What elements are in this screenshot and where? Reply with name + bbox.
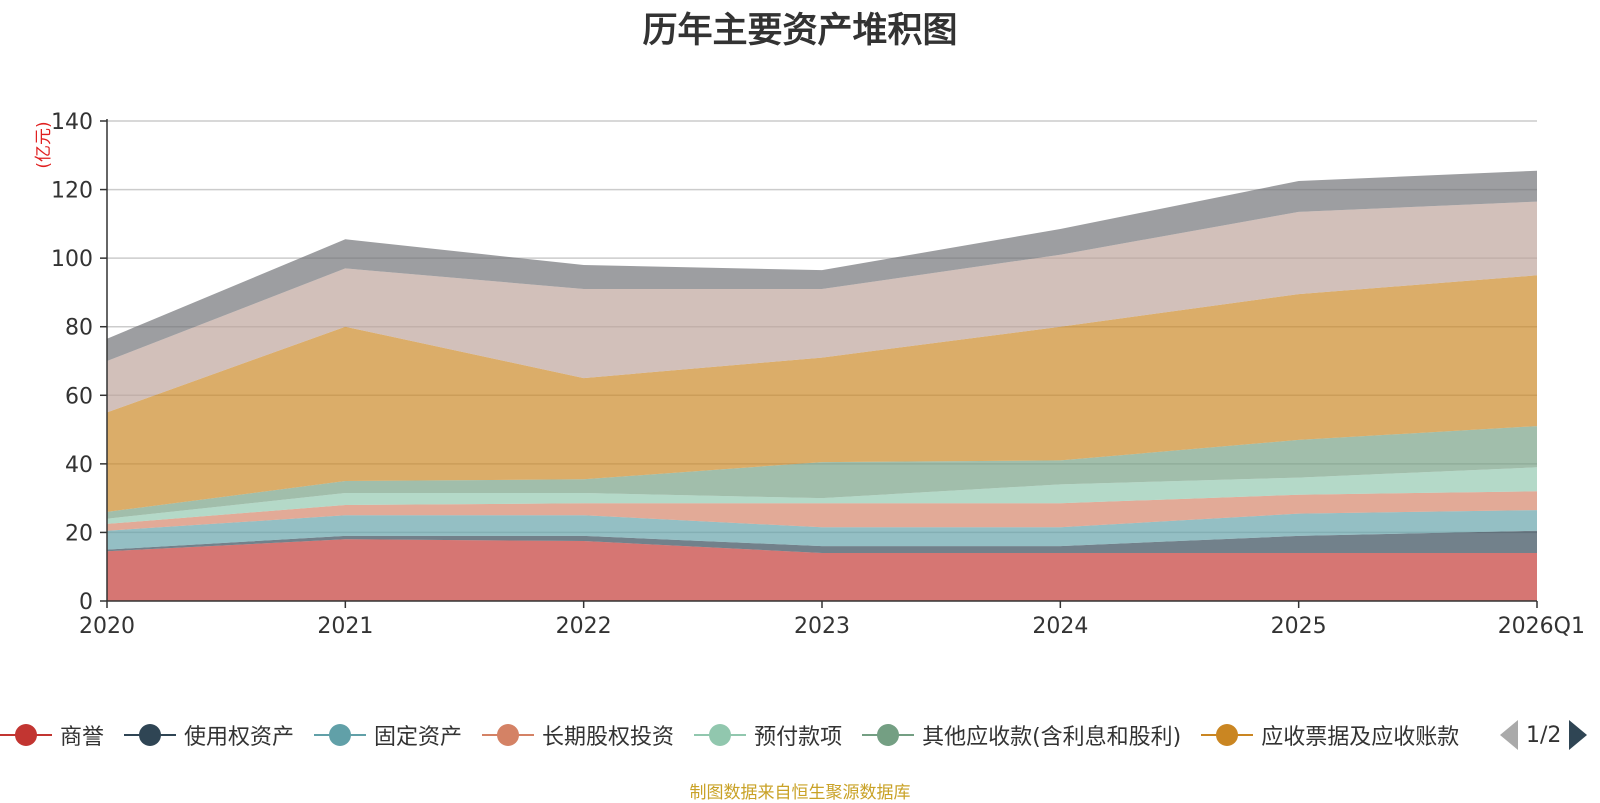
legend-label: 长期股权投资 — [542, 725, 675, 750]
legend-marker-icon — [0, 723, 52, 747]
area-series-8 — [107, 201, 1537, 413]
data-source-note: 制图数据来自恒生聚源数据库 — [689, 783, 911, 803]
legend: 商誉 使用权资产 固定资产 长期股权投资 预付款项 其他应收款(含利息和股利) 应收票据及应… — [0, 713, 1490, 757]
legend-next-page-icon[interactable] — [1569, 720, 1588, 750]
legend-marker-icon — [314, 723, 367, 747]
legend-marker-icon — [694, 723, 747, 747]
legend-item[interactable]: 使用权资产 — [124, 713, 294, 757]
x-tick-label: 2021 — [317, 614, 373, 639]
area-series-5 — [107, 467, 1537, 524]
x-tick-label: 2024 — [1032, 614, 1088, 639]
legend-marker-icon — [124, 723, 177, 747]
y-axis-label: (亿元) — [34, 121, 54, 168]
y-tick-label: 0 — [79, 590, 93, 615]
legend-pager: 1/2 — [1500, 718, 1600, 752]
chart-title: 历年主要资产堆积图 — [642, 11, 958, 51]
y-tick-label: 80 — [65, 316, 93, 341]
area-series-group — [107, 170, 1537, 601]
y-tick-label: 140 — [51, 110, 93, 135]
legend-label: 预付款项 — [754, 725, 843, 750]
legend-item[interactable]: 商誉 — [0, 713, 104, 757]
y-tick-label: 100 — [51, 247, 93, 272]
legend-page-indicator: 1/2 — [1526, 722, 1562, 748]
legend-label: 固定资产 — [374, 725, 463, 750]
area-series-4 — [107, 491, 1537, 531]
legend-label: 应收票据及应收账款 — [1261, 725, 1460, 750]
x-tick-label: 2025 — [1271, 614, 1327, 639]
area-series-6 — [107, 426, 1537, 519]
area-series-2 — [107, 530, 1537, 553]
y-tick-label: 40 — [65, 453, 93, 478]
area-series-9 — [107, 170, 1537, 361]
x-tick-label: 2020 — [79, 614, 135, 639]
legend-label: 商誉 — [60, 725, 105, 750]
legend-marker-icon — [862, 723, 915, 747]
y-tick-labels: 0 20 40 60 80 100 120 140 — [51, 110, 93, 615]
legend-item[interactable]: 其他应收款(含利息和股利) — [862, 713, 1181, 757]
area-series-3 — [107, 510, 1537, 550]
legend-label: 使用权资产 — [184, 725, 295, 750]
legend-marker-icon — [482, 723, 535, 747]
x-tick-label: 2023 — [794, 614, 850, 639]
y-tick-label: 20 — [65, 521, 93, 546]
legend-item[interactable]: 长期股权投资 — [482, 713, 674, 757]
legend-marker-icon — [1201, 723, 1254, 747]
legend-item[interactable]: 预付款项 — [694, 713, 842, 757]
axes — [100, 119, 1538, 608]
area-series-1 — [107, 539, 1537, 601]
legend-label: 其他应收款(含利息和股利) — [922, 725, 1182, 750]
legend-item[interactable]: 应收票据及应收账款 — [1201, 713, 1459, 757]
legend-prev-page-icon[interactable] — [1500, 720, 1518, 750]
y-tick-label: 120 — [51, 179, 93, 204]
legend-item[interactable]: 固定资产 — [314, 713, 462, 757]
x-tick-label: 2026Q1 — [1498, 614, 1585, 639]
area-series-7 — [107, 275, 1537, 512]
x-tick-label: 2022 — [556, 614, 612, 639]
x-tick-labels: 2020 2021 2022 2023 2024 2025 2026Q1 — [79, 614, 1585, 639]
y-tick-label: 60 — [65, 384, 93, 409]
